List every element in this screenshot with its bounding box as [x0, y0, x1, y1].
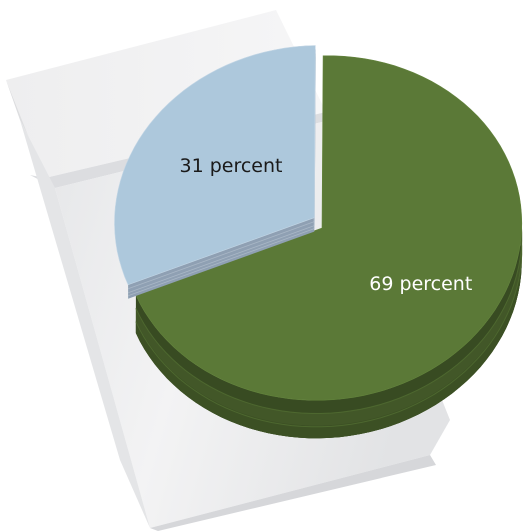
pie-slice-edge-line [127, 225, 315, 294]
pack-front-left-edge [20, 120, 150, 528]
pie-slice-edge-line [135, 198, 523, 414]
pie-slice-edge-line [127, 228, 315, 297]
slice-label-31: 31 percent [180, 155, 283, 177]
pie-slice-side [135, 185, 522, 439]
pie-slice-69 [135, 55, 523, 401]
pie-labels: 69 percent 31 percent [180, 155, 473, 295]
pie-slice-side [128, 217, 315, 299]
pie-slice-edge-line [135, 211, 523, 428]
pie-body [114, 45, 523, 439]
pie-slice-31 [114, 45, 316, 286]
pie-slice-edge-line [127, 221, 315, 290]
slice-label-69: 69 percent [369, 273, 472, 295]
pack-top-lid [6, 10, 326, 178]
pack-bottom-edge [150, 455, 436, 531]
